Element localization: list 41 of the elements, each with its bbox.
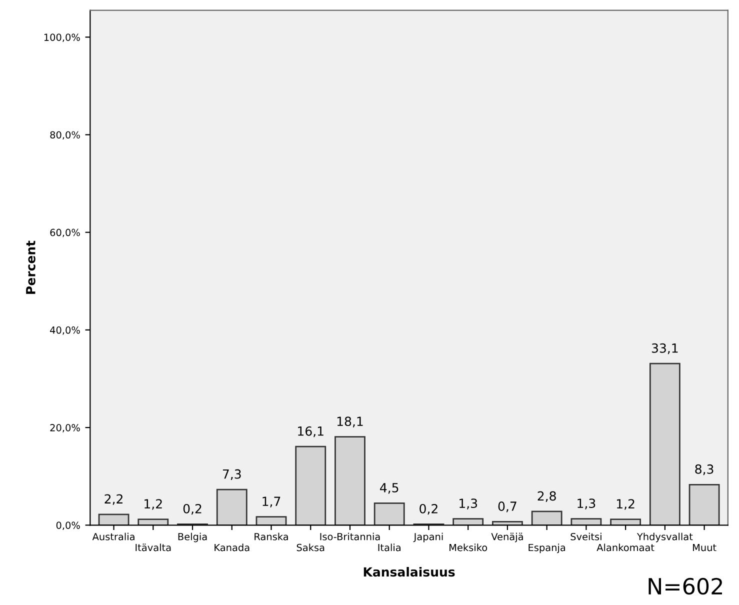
data-label: 0,7: [498, 502, 516, 512]
x-tick-label: Italia: [378, 544, 400, 552]
x-axis-title: Kansalaisuus: [364, 566, 455, 577]
data-label: 1,7: [262, 496, 280, 508]
x-tick-label: Muut: [692, 544, 716, 552]
x-tick-label: Ranska: [254, 532, 288, 540]
x-tick-label: Belgia: [178, 532, 207, 542]
y-tick-label: 80,0%: [50, 131, 80, 140]
data-label: 16,1: [298, 426, 324, 438]
x-tick-label: Venäjä: [491, 532, 523, 542]
data-label: 1,2: [144, 499, 162, 510]
x-tick-label: Sveitsi: [570, 532, 602, 540]
data-label: 1,2: [616, 499, 634, 510]
x-tick-label: Yhdysvallat: [636, 532, 693, 542]
y-axis-title: Percent: [26, 240, 36, 294]
x-tick-label: Kanada: [214, 544, 250, 552]
y-tick-label: 0,0%: [56, 522, 80, 530]
data-label: 8,3: [695, 464, 714, 476]
y-tick-label: 60,0%: [50, 228, 80, 238]
data-label: 1,3: [460, 498, 478, 510]
x-tick-label: Alankomaat: [596, 544, 654, 552]
data-label: 18,1: [337, 416, 363, 428]
x-tick-label: Japani: [413, 532, 443, 542]
text: N=602: [648, 578, 722, 595]
data-label: 33,1: [652, 343, 678, 354]
x-tick-label: Itävalta: [136, 544, 171, 552]
data-label: 1,3: [578, 498, 596, 510]
data-label: 2,8: [538, 491, 556, 502]
x-tick-label: Australia: [92, 532, 134, 540]
x-tick-label: Saksa: [296, 544, 324, 552]
x-tick-label: Iso-Britannia: [320, 532, 380, 540]
x-tick-label: Meksiko: [450, 544, 488, 552]
data-label: 7,3: [222, 469, 241, 480]
y-tick-label: 100,0%: [44, 34, 80, 42]
data-label: 4,5: [380, 483, 398, 494]
x-tick-label: Espanja: [528, 544, 566, 554]
y-tick-label: 20,0%: [50, 424, 80, 432]
data-label: 0,2: [420, 504, 438, 515]
y-tick-label: 40,0%: [50, 326, 80, 335]
data-label: 0,2: [183, 504, 202, 515]
data-label: 2,2: [104, 494, 122, 505]
